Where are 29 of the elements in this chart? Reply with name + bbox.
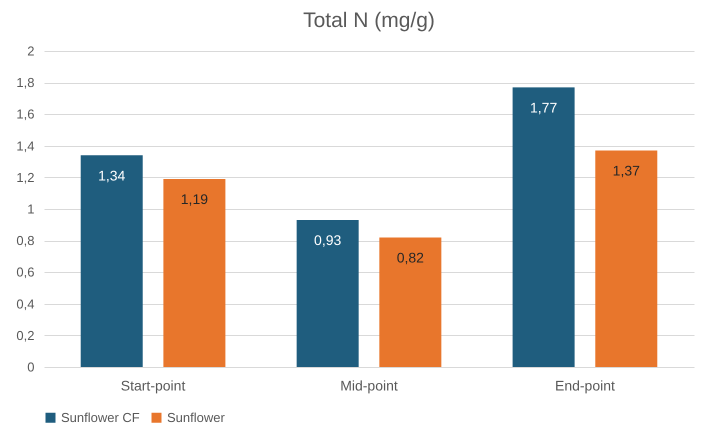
x-tick-label: End-point — [554, 378, 616, 394]
y-tick-label: 1,4 — [16, 138, 34, 154]
y-tick-label: 1,2 — [16, 170, 34, 185]
y-tick-label: 0 — [27, 360, 34, 374]
y-tick-label: 0,8 — [16, 233, 34, 248]
data-label: 0,93 — [314, 232, 342, 248]
y-tick-label: 1 — [27, 202, 34, 216]
data-label: 1,19 — [180, 190, 208, 207]
data-label: 1,77 — [530, 99, 558, 116]
bar — [296, 220, 359, 367]
legend-label: Sunflower — [167, 410, 226, 425]
y-tick-label: 0,6 — [16, 264, 34, 280]
bar — [379, 237, 442, 367]
y-tick-label: 0,2 — [16, 328, 34, 343]
y-tick-label: 1,6 — [16, 106, 34, 122]
y-tick-label: 1,8 — [16, 75, 34, 90]
bar — [163, 178, 226, 367]
legend-label: Sunflower CF — [61, 410, 140, 425]
y-tick-label: 0,4 — [16, 296, 34, 312]
x-tick-label: Start-point — [120, 378, 186, 394]
y-tick-label: 2 — [27, 44, 34, 58]
data-label: 1,34 — [98, 167, 126, 184]
bar — [595, 150, 658, 367]
chart-title: Total N (mg/g) — [303, 9, 435, 32]
bar — [512, 87, 575, 367]
data-label: 1,37 — [612, 162, 640, 179]
x-tick-label: Mid-point — [340, 378, 398, 394]
bar — [80, 155, 143, 367]
data-label: 0,82 — [396, 249, 424, 266]
